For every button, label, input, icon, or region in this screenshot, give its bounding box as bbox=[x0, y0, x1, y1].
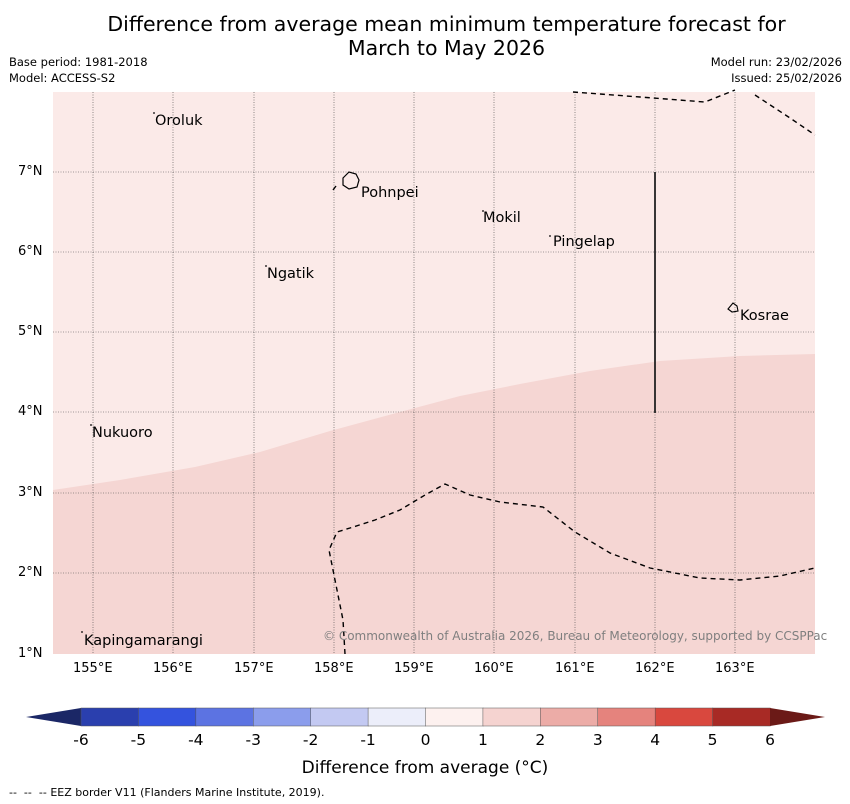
colorbar-segment bbox=[425, 707, 484, 727]
place-nukuoro: Nukuoro bbox=[92, 425, 153, 441]
x-tick-155e: 155°E bbox=[73, 661, 113, 676]
anomaly-band-1-2 bbox=[53, 354, 815, 654]
colorbar-tick: -6 bbox=[73, 731, 89, 749]
colorbar-tick: -1 bbox=[360, 731, 376, 749]
colorbar-tick: 0 bbox=[420, 731, 431, 749]
colorbar-extend-high bbox=[770, 708, 825, 726]
base-period: Base period: 1981-2018 bbox=[9, 55, 148, 69]
place-kosrae: Kosrae bbox=[740, 308, 789, 324]
footnote: -- -- -- EEZ border V11 (Flanders Marine… bbox=[9, 786, 325, 799]
colorbar-segment bbox=[310, 707, 369, 727]
colorbar-tick: 4 bbox=[650, 731, 661, 749]
x-tick-162e: 162°E bbox=[635, 661, 675, 676]
y-tick-1n: 1°N bbox=[18, 646, 43, 661]
colorbar-tick: 3 bbox=[592, 731, 603, 749]
place-ngatik: Ngatik bbox=[267, 266, 315, 282]
x-tick-163e: 163°E bbox=[715, 661, 755, 676]
colorbar-segment bbox=[597, 707, 656, 727]
colorbar-tick: 1 bbox=[477, 731, 488, 749]
x-tick-159e: 159°E bbox=[394, 661, 434, 676]
chart-title: Difference from average mean minimum tem… bbox=[0, 12, 850, 60]
y-tick-5n: 5°N bbox=[18, 324, 43, 339]
colorbar-segment bbox=[80, 707, 139, 727]
colorbar-tick: 2 bbox=[535, 731, 546, 749]
colorbar-tick: -3 bbox=[245, 731, 261, 749]
colorbar-segment bbox=[253, 707, 312, 727]
y-tick-6n: 6°N bbox=[18, 244, 43, 259]
colorbar-tick: 5 bbox=[707, 731, 718, 749]
colorbar-tick: -2 bbox=[302, 731, 319, 749]
copyright-notice: © Commonwealth of Australia 2026, Bureau… bbox=[323, 629, 828, 643]
kosrae-island bbox=[727, 302, 739, 313]
colorbar-segments bbox=[80, 707, 771, 727]
model-run: Model run: 23/02/2026 bbox=[710, 55, 842, 69]
y-tick-2n: 2°N bbox=[18, 565, 43, 580]
place-kapingamarangi: Kapingamarangi bbox=[84, 633, 203, 649]
title-line-1: Difference from average mean minimum tem… bbox=[107, 12, 786, 36]
colorbar-segment bbox=[138, 707, 197, 727]
meta-right: Model run: 23/02/2026 Issued: 25/02/2026 bbox=[711, 54, 842, 86]
x-tick-157e: 157°E bbox=[234, 661, 274, 676]
pohnpei-island bbox=[342, 171, 360, 190]
meta-left: Base period: 1981-2018 Model: ACCESS-S2 bbox=[9, 54, 148, 86]
title-line-2: March to May 2026 bbox=[347, 36, 546, 60]
colorbar-segment bbox=[540, 707, 599, 727]
eez-borders bbox=[328, 89, 816, 655]
colorbar-tick: -4 bbox=[188, 731, 204, 749]
issued-date: Issued: 25/02/2026 bbox=[731, 71, 842, 85]
colorbar-segment bbox=[367, 707, 427, 727]
model-name: Model: ACCESS-S2 bbox=[9, 71, 116, 85]
place-pohnpei: Pohnpei bbox=[361, 185, 419, 201]
colorbar-segment bbox=[712, 707, 771, 727]
x-tick-156e: 156°E bbox=[153, 661, 193, 676]
x-tick-160e: 160°E bbox=[474, 661, 514, 676]
colorbar-tick: -5 bbox=[130, 731, 147, 749]
place-oroluk: Oroluk bbox=[155, 113, 203, 129]
colorbar-label: Difference from average (°C) bbox=[301, 758, 549, 778]
x-tick-161e: 161°E bbox=[555, 661, 595, 676]
colorbar-segment bbox=[654, 707, 714, 727]
colorbar-segment bbox=[482, 707, 541, 727]
y-tick-4n: 4°N bbox=[18, 404, 43, 419]
atoll-markers bbox=[81, 112, 551, 633]
colorbar-tick: 6 bbox=[765, 731, 775, 749]
colorbar-extend-low bbox=[26, 708, 81, 726]
colorbar-segment bbox=[195, 707, 254, 727]
y-tick-7n: 7°N bbox=[18, 164, 43, 179]
footnote-text: EEZ border V11 (Flanders Marine Institut… bbox=[50, 786, 325, 799]
place-pingelap: Pingelap bbox=[553, 234, 615, 250]
y-tick-3n: 3°N bbox=[18, 485, 43, 500]
x-tick-158e: 158°E bbox=[314, 661, 354, 676]
place-mokil: Mokil bbox=[483, 210, 521, 226]
